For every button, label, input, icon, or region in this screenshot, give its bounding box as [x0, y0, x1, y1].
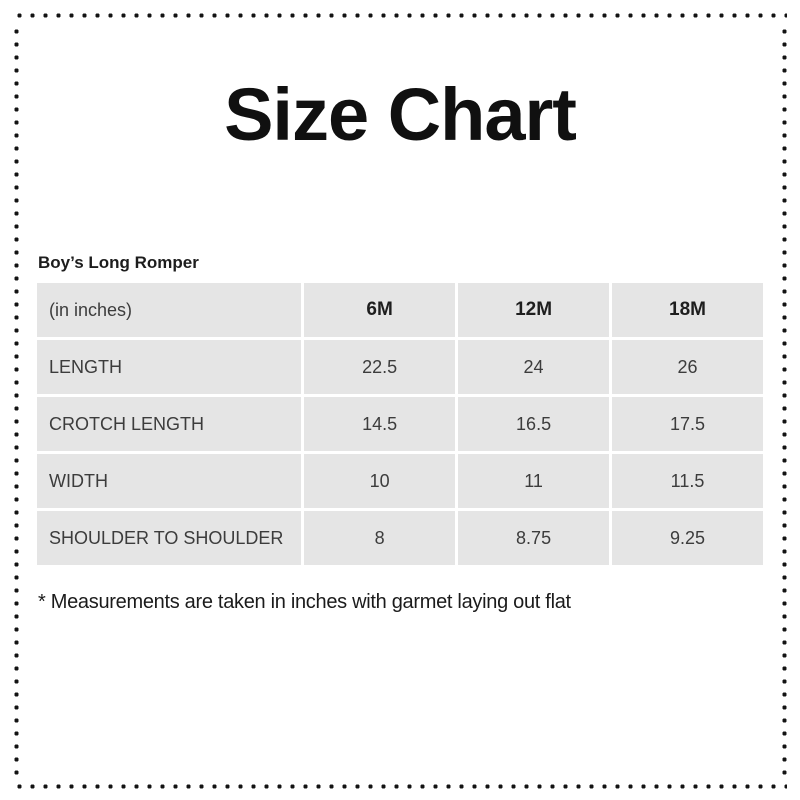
- measurement-footnote: * Measurements are taken in inches with …: [38, 591, 571, 613]
- size-column-header-18m: 18M: [612, 283, 763, 337]
- product-name: Boy’s Long Romper: [38, 253, 199, 272]
- size-value-cell: 9.25: [612, 511, 763, 565]
- size-value-cell: 16.5: [458, 397, 610, 451]
- unit-label-cell: (in inches): [37, 283, 302, 337]
- size-value-cell: 26: [612, 340, 763, 394]
- row-label-crotch-length: CROTCH LENGTH: [37, 397, 302, 451]
- size-value-cell: 17.5: [612, 397, 763, 451]
- size-value-cell: 11: [458, 454, 610, 508]
- dotted-border-left: [14, 25, 19, 777]
- size-value-cell: 14.5: [304, 397, 456, 451]
- size-table: (in inches) 6M 12M 18M LENGTH 22.5 24 26…: [37, 283, 763, 565]
- size-value-cell: 22.5: [304, 340, 456, 394]
- dotted-border-bottom: [13, 784, 787, 789]
- size-column-header-6m: 6M: [304, 283, 456, 337]
- dotted-border-right: [782, 25, 787, 777]
- row-label-length: LENGTH: [37, 340, 302, 394]
- row-label-shoulder-to-shoulder: SHOULDER TO SHOULDER: [37, 511, 302, 565]
- row-label-width: WIDTH: [37, 454, 302, 508]
- size-value-cell: 11.5: [612, 454, 763, 508]
- dotted-border-top: [13, 13, 787, 18]
- page-title: Size Chart: [224, 73, 577, 156]
- size-value-cell: 10: [304, 454, 456, 508]
- size-value-cell: 24: [458, 340, 610, 394]
- size-column-header-12m: 12M: [458, 283, 610, 337]
- size-value-cell: 8: [304, 511, 456, 565]
- size-value-cell: 8.75: [458, 511, 610, 565]
